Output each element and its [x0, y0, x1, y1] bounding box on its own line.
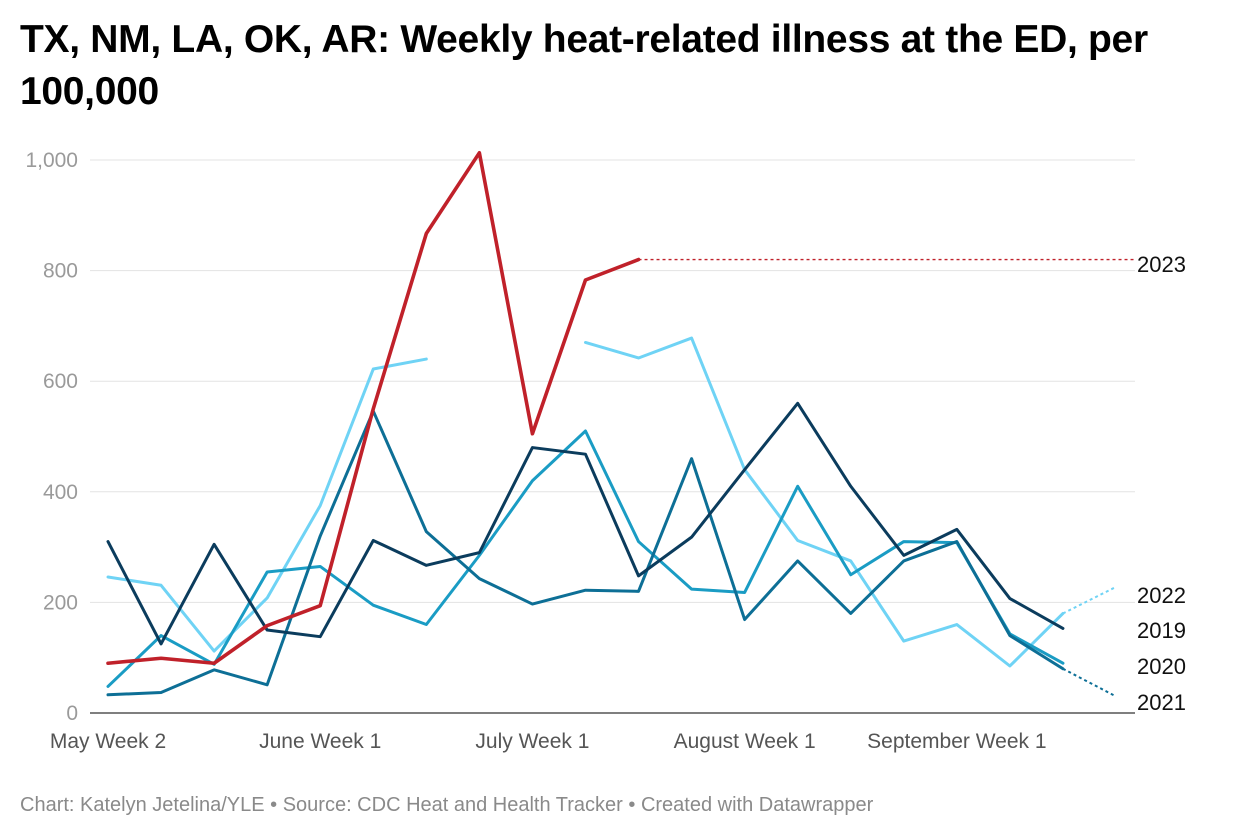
x-tick-label: June Week 1	[259, 730, 381, 753]
series-2020-line	[106, 429, 1065, 688]
x-axis-ticks: May Week 2 June Week 1 July Week 1 August W…	[50, 730, 1047, 753]
series-2021-line	[106, 409, 1065, 697]
y-tick-label: 0	[66, 702, 78, 725]
series-2023-line	[106, 151, 641, 666]
x-tick-label: August Week 1	[674, 730, 816, 753]
series-2022-line	[583, 336, 1065, 668]
end-label-2021: 2021	[1137, 690, 1186, 715]
end-label-2022: 2022	[1137, 583, 1186, 608]
y-tick-label: 200	[43, 591, 78, 614]
x-tick-label: September Week 1	[867, 730, 1046, 753]
series-end-labels: 2023 2022 2019 2020 2021	[1137, 252, 1186, 715]
series-2022-line	[106, 357, 428, 653]
series-2021	[106, 409, 1117, 698]
end-label-2020: 2020	[1137, 654, 1186, 679]
end-label-2023: 2023	[1137, 252, 1186, 277]
end-label-2019: 2019	[1137, 618, 1186, 643]
series-2023	[106, 151, 1135, 666]
y-tick-label: 1,000	[25, 149, 78, 172]
series-2020	[106, 429, 1065, 688]
series-2022-projection	[1062, 586, 1117, 615]
line-chart: 0 200 400 600 800 1,000 May Week 2 June Week 1…	[25, 149, 1186, 753]
x-tick-label: July Week 1	[475, 730, 589, 753]
data-series	[106, 151, 1135, 698]
chart-title: TX, NM, LA, OK, AR: Weekly heat-related …	[20, 18, 1148, 113]
series-2022	[106, 336, 1117, 668]
series-2021-projection	[1062, 667, 1117, 698]
grid-lines	[90, 159, 1135, 714]
y-tick-label: 400	[43, 481, 78, 504]
series-2019-line	[106, 401, 1065, 646]
y-tick-label: 800	[43, 260, 78, 283]
x-tick-label: May Week 2	[50, 730, 166, 753]
chart-footer: Chart: Katelyn Jetelina/YLE • Source: CD…	[20, 794, 874, 816]
y-axis-ticks: 0 200 400 600 800 1,000	[25, 149, 78, 725]
series-2019	[106, 401, 1065, 646]
y-tick-label: 600	[43, 370, 78, 393]
